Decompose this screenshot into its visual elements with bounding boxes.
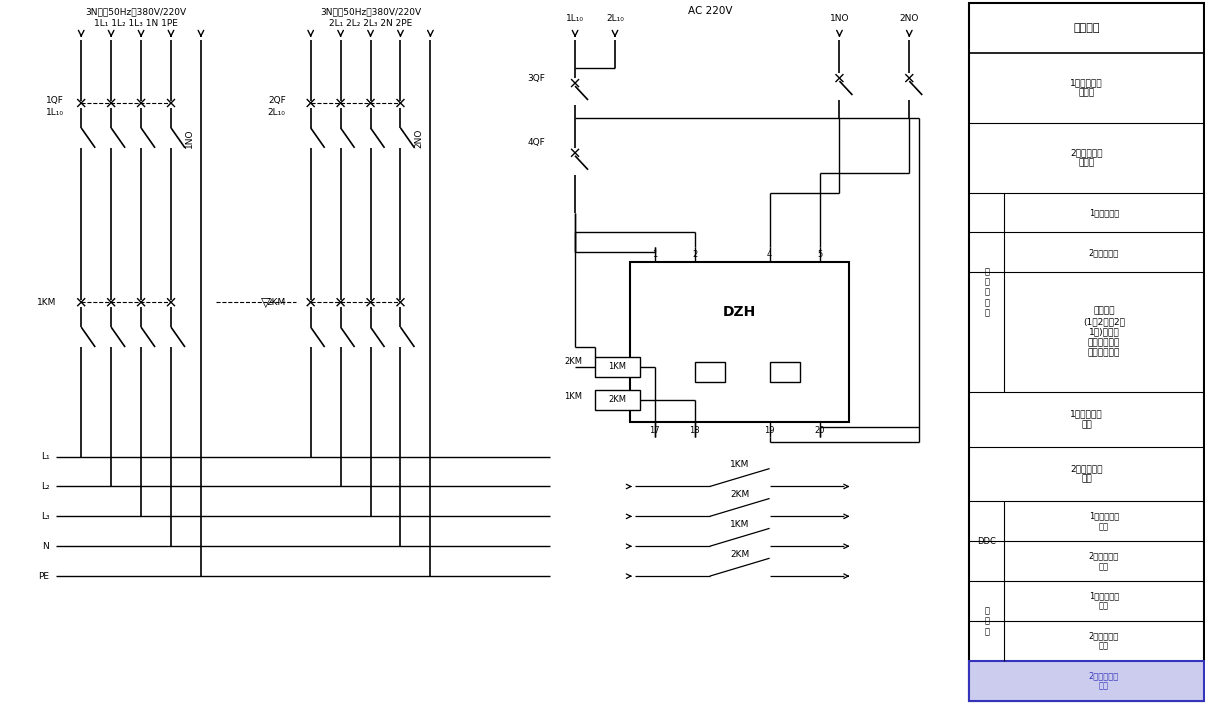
Text: L₂: L₂ bbox=[41, 482, 49, 491]
Text: 17: 17 bbox=[650, 426, 660, 435]
Text: 2L₁₀: 2L₁₀ bbox=[268, 108, 286, 117]
Text: 1L₁₀: 1L₁₀ bbox=[46, 108, 64, 117]
Text: 2号电源运行
反馈: 2号电源运行 反馈 bbox=[1089, 631, 1119, 651]
Bar bbox=[970, 661, 1204, 701]
Text: 1号电源运行
反馈: 1号电源运行 反馈 bbox=[1089, 512, 1119, 531]
Text: 工况设定
(1用2备、2用
1备)自投手
复、自复电源
提示运行指示: 工况设定 (1用2备、2用 1备)自投手 复、自复电源 提示运行指示 bbox=[1083, 307, 1125, 357]
Text: L₃: L₃ bbox=[41, 512, 49, 521]
Text: 4QF: 4QF bbox=[527, 138, 545, 147]
Text: 2号电源运行
回路: 2号电源运行 回路 bbox=[1070, 464, 1102, 483]
Text: 2KM: 2KM bbox=[609, 395, 626, 404]
Text: 18: 18 bbox=[690, 426, 701, 435]
Bar bbox=[970, 4, 1204, 701]
Text: 2号电源运行
反馈: 2号电源运行 反馈 bbox=[1089, 671, 1119, 691]
Text: 1号电源运行
回路: 1号电源运行 回路 bbox=[1070, 409, 1102, 429]
Bar bbox=[595, 357, 640, 377]
Bar bbox=[595, 390, 640, 410]
Text: 3N、～50Hz、380V/220V: 3N、～50Hz、380V/220V bbox=[86, 7, 187, 16]
Text: 2KM: 2KM bbox=[730, 490, 749, 499]
Text: 1L₁ 1L₂ 1L₃ 1N 1PE: 1L₁ 1L₂ 1L₃ 1N 1PE bbox=[94, 19, 178, 28]
Text: 1号电源运行
反馈: 1号电源运行 反馈 bbox=[1089, 592, 1119, 611]
Text: N: N bbox=[42, 542, 49, 551]
Text: 2L₁₀: 2L₁₀ bbox=[607, 14, 624, 23]
Text: 1: 1 bbox=[652, 250, 657, 259]
Text: DZH: DZH bbox=[724, 305, 756, 319]
Text: 1QF: 1QF bbox=[46, 97, 64, 105]
Text: L₁: L₁ bbox=[41, 452, 49, 461]
Text: AC 220V: AC 220V bbox=[687, 6, 732, 16]
Text: 1NO: 1NO bbox=[830, 14, 849, 23]
Bar bbox=[769, 362, 800, 382]
Text: 2号电源控制
断路器: 2号电源控制 断路器 bbox=[1070, 148, 1102, 167]
Text: 2KM: 2KM bbox=[564, 357, 582, 367]
Text: 1L₁₀: 1L₁₀ bbox=[566, 14, 584, 23]
Text: 1KM: 1KM bbox=[564, 392, 582, 402]
Text: 控制电源: 控制电源 bbox=[1073, 23, 1100, 33]
Text: 1KM: 1KM bbox=[730, 520, 749, 529]
Text: 2L₁ 2L₂ 2L₃ 2N 2PE: 2L₁ 2L₂ 2L₃ 2N 2PE bbox=[329, 19, 412, 28]
Bar bbox=[695, 362, 725, 382]
Text: 1KM: 1KM bbox=[609, 362, 626, 372]
Text: 1NO: 1NO bbox=[185, 128, 193, 147]
Text: 控
制
盒: 控 制 盒 bbox=[984, 606, 989, 636]
Text: 5: 5 bbox=[816, 250, 822, 259]
Text: 2号电源运行
反馈: 2号电源运行 反馈 bbox=[1089, 552, 1119, 571]
Text: 2号电源采样: 2号电源采样 bbox=[1089, 248, 1119, 257]
Text: 2KM: 2KM bbox=[730, 550, 749, 559]
Text: 2KM: 2KM bbox=[267, 298, 286, 307]
Text: 1号电源控制
断路器: 1号电源控制 断路器 bbox=[1070, 78, 1102, 98]
Text: 2: 2 bbox=[692, 250, 697, 259]
Text: 2NO: 2NO bbox=[414, 128, 423, 147]
Text: 3N、～50Hz、380V/220V: 3N、～50Hz、380V/220V bbox=[320, 7, 421, 16]
Text: 2NO: 2NO bbox=[900, 14, 919, 23]
Text: 3QF: 3QF bbox=[527, 73, 545, 83]
Text: PE: PE bbox=[39, 572, 49, 581]
Bar bbox=[630, 262, 849, 422]
Text: 1KM: 1KM bbox=[730, 460, 749, 469]
Text: ▽: ▽ bbox=[260, 295, 270, 309]
Text: 1号电源采样: 1号电源采样 bbox=[1089, 208, 1119, 217]
Text: 1KM: 1KM bbox=[37, 298, 57, 307]
Text: DDC: DDC bbox=[977, 537, 996, 546]
Text: 2QF: 2QF bbox=[268, 97, 286, 105]
Text: 19: 19 bbox=[765, 426, 775, 435]
Text: 20: 20 bbox=[814, 426, 825, 435]
Text: 4: 4 bbox=[767, 250, 772, 259]
Text: 电
源
转
换
盒: 电 源 转 换 盒 bbox=[984, 267, 989, 318]
